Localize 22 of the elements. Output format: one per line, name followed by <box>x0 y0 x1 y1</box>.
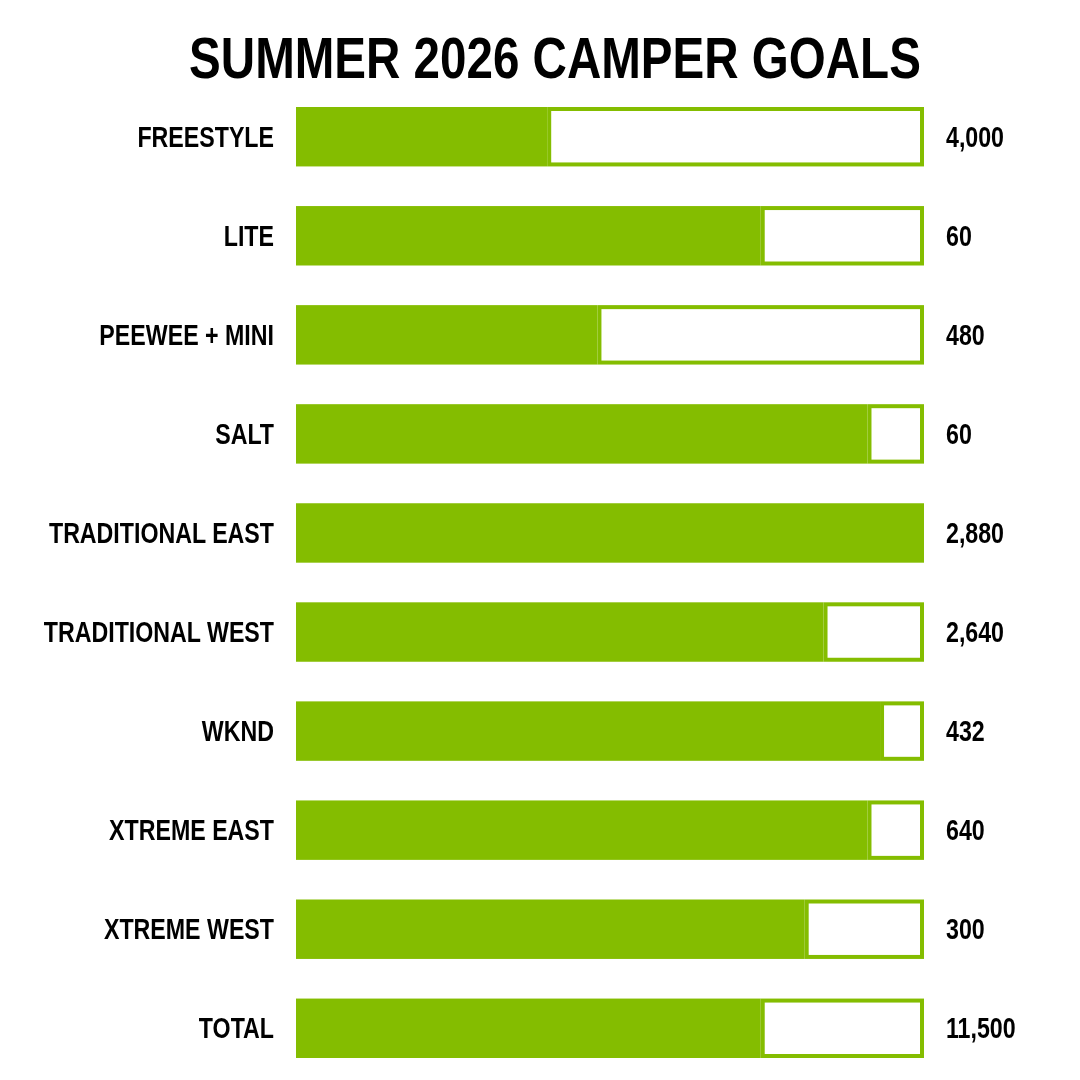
y-tick-label: TRADITIONAL EAST <box>48 516 274 550</box>
y-tick-label: TOTAL <box>198 1011 274 1046</box>
text: 480 <box>946 318 985 352</box>
y-tick-label: TRADITIONAL WEST <box>43 615 274 649</box>
text: 2,880 <box>946 516 1005 550</box>
text: 60 <box>946 417 972 451</box>
text: 11,500 <box>946 1011 1016 1046</box>
text: 432 <box>946 714 985 748</box>
text: 640 <box>946 813 985 847</box>
text: 2,640 <box>946 615 1005 649</box>
chart-title: SUMMER 2026 CAMPER GOALS <box>189 25 921 91</box>
bar <box>296 503 924 563</box>
text: 300 <box>946 912 985 946</box>
y-tick-label: XTREME EAST <box>109 813 274 847</box>
y-tick-label: PEEWEE + MINI <box>99 318 274 352</box>
y-tick-label: FREESTYLE <box>137 120 274 154</box>
y-tick-label: XTREME WEST <box>103 912 274 946</box>
text: 4,000 <box>946 120 1005 154</box>
y-tick-label: WKND <box>201 714 274 748</box>
y-tick-label: SALT <box>215 417 274 451</box>
text: 60 <box>946 219 972 253</box>
y-tick-label: LITE <box>223 219 274 253</box>
